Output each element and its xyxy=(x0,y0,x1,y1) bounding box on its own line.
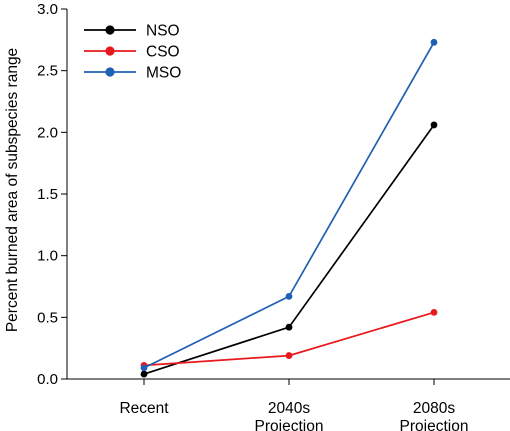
legend-marker-cso xyxy=(105,46,115,56)
y-axis-title: Percent burned area of subspecies range xyxy=(4,48,21,332)
series-group xyxy=(140,38,438,378)
series-line-mso xyxy=(143,41,435,369)
y-tick-label: 0.5 xyxy=(37,309,58,326)
y-tick-label: 1.0 xyxy=(37,248,58,265)
x-tick-label-line: 2080s xyxy=(413,400,455,417)
legend: NSO CSO MSO xyxy=(84,23,181,82)
data-point-mso xyxy=(285,292,293,300)
x-tick-label: Recent xyxy=(119,400,169,417)
legend-label-cso: CSO xyxy=(146,44,180,61)
legend-marker-nso xyxy=(105,25,115,35)
x-tick-label-line: Recent xyxy=(119,400,169,417)
legend-label-nso: NSO xyxy=(146,23,180,40)
x-tick-label-line: 2040s xyxy=(268,400,310,417)
legend-marker-mso xyxy=(105,67,115,77)
x-tick-label-line: Projection xyxy=(255,418,324,431)
series-line-nso xyxy=(143,124,435,375)
data-point-nso xyxy=(430,121,438,129)
y-tick-label: 3.0 xyxy=(37,1,58,18)
data-point-cso xyxy=(430,309,438,316)
y-tick-label: 0.0 xyxy=(37,371,58,388)
y-tick-label: 2.5 xyxy=(37,63,58,80)
legend-label-mso: MSO xyxy=(146,65,181,82)
x-tick-label-line: Projection xyxy=(400,418,469,431)
data-point-mso xyxy=(140,364,148,372)
data-point-nso xyxy=(285,323,293,331)
y-tick-label: 2.0 xyxy=(37,124,58,141)
data-point-cso xyxy=(285,352,293,359)
x-tick-label: 2080s Projection xyxy=(400,400,469,431)
data-point-mso xyxy=(430,38,438,46)
x-tick-label: 2040s Projection xyxy=(255,400,324,431)
data-point-nso xyxy=(140,370,148,378)
y-tick-label: 1.5 xyxy=(37,186,58,203)
